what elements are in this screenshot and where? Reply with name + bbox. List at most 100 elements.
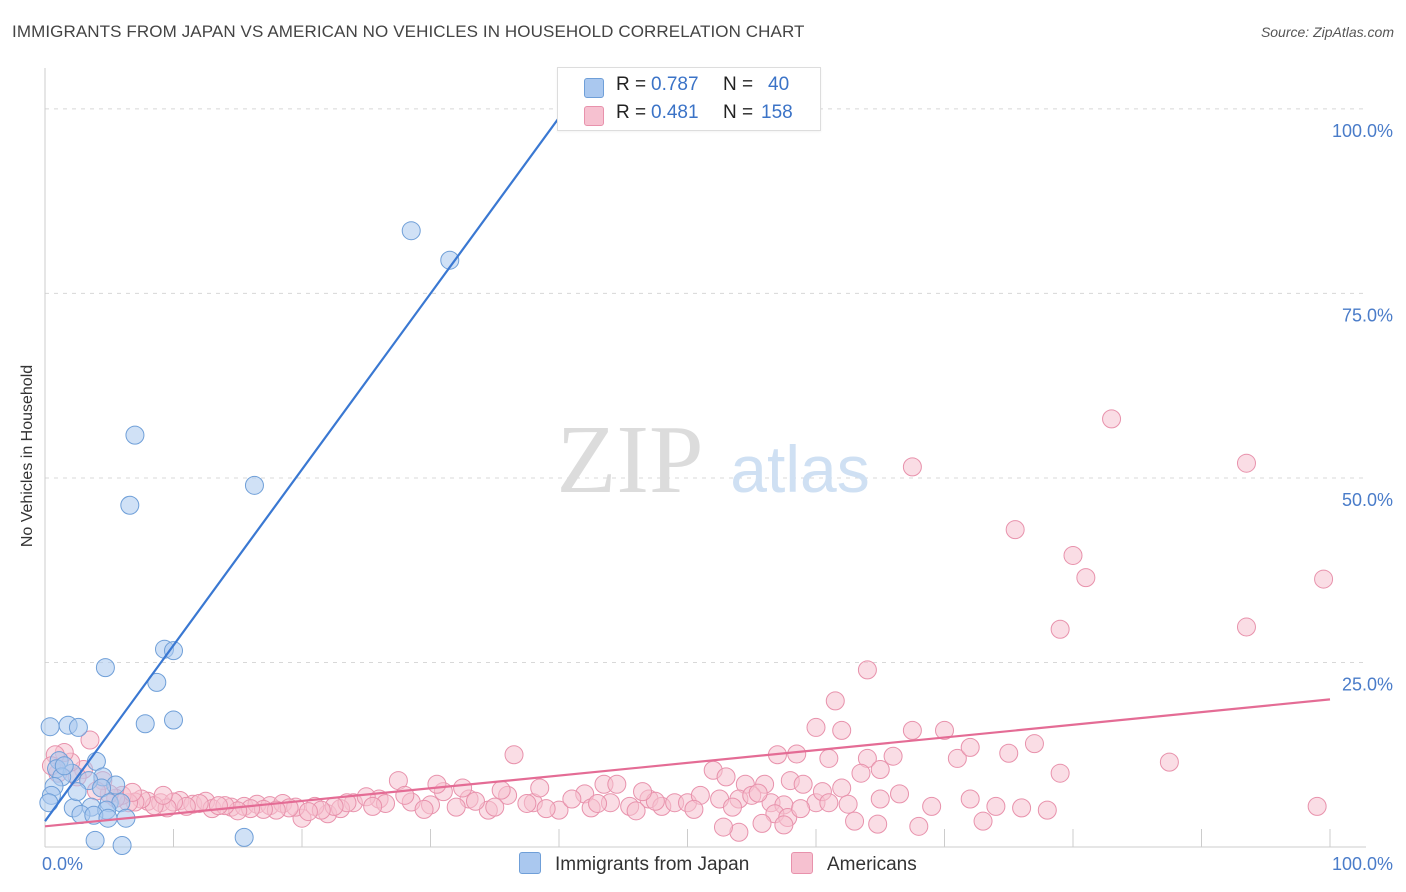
axes xyxy=(44,68,1366,848)
data-point xyxy=(825,691,845,711)
trend-lines xyxy=(44,108,1331,828)
data-point xyxy=(819,748,839,768)
legend-swatch-japan xyxy=(519,852,541,874)
data-point xyxy=(857,660,877,680)
data-point xyxy=(1102,409,1122,429)
n-value: 40 xyxy=(768,74,790,95)
r-value: 0.481 xyxy=(651,102,699,123)
r-label: R = xyxy=(616,102,647,123)
grid-lines xyxy=(45,108,1366,663)
data-point xyxy=(530,778,550,798)
data-point xyxy=(164,710,183,730)
trend-line-japan xyxy=(44,108,567,822)
data-point xyxy=(645,791,665,811)
data-point xyxy=(1236,453,1256,473)
data-point xyxy=(68,717,88,737)
data-point xyxy=(153,785,173,805)
data-point xyxy=(440,250,460,270)
data-point xyxy=(67,782,87,802)
data-point xyxy=(752,813,772,833)
data-point xyxy=(851,763,871,783)
legend-item-americans: Americans xyxy=(791,852,917,876)
stats-legend: R = 0.787 N = 40 R = 0.481 N = 158 xyxy=(557,67,821,131)
data-point xyxy=(453,778,473,798)
data-point xyxy=(517,793,537,813)
y-tick-label: 100.0% xyxy=(1332,121,1393,141)
data-point xyxy=(485,797,505,817)
data-point xyxy=(95,658,115,678)
data-point xyxy=(504,745,524,765)
data-point xyxy=(960,789,980,809)
r-label: R = xyxy=(616,74,647,95)
chart-title: IMMIGRANTS FROM JAPAN VS AMERICAN NO VEH… xyxy=(12,22,805,41)
watermark-atlas: atlas xyxy=(730,432,869,506)
data-point xyxy=(1314,569,1334,589)
x-tick-label: 100.0% xyxy=(1332,854,1393,874)
data-point xyxy=(401,221,421,241)
data-point xyxy=(870,760,890,779)
data-point xyxy=(787,744,807,764)
data-point xyxy=(935,720,954,740)
data-point xyxy=(1063,545,1083,565)
data-point xyxy=(427,774,447,794)
swatch-americans xyxy=(584,106,604,126)
data-point xyxy=(947,748,967,768)
data-point xyxy=(868,814,888,834)
x-tick-label: 0.0% xyxy=(42,854,83,874)
source-label: Source: ZipAtlas.com xyxy=(1260,24,1394,40)
data-point xyxy=(414,799,434,819)
data-point xyxy=(960,737,980,757)
data-point xyxy=(845,811,865,831)
n-label: N = xyxy=(723,102,754,123)
data-point xyxy=(1236,617,1256,637)
y-tick-label: 25.0% xyxy=(1342,674,1393,694)
data-point xyxy=(147,672,167,692)
data-point xyxy=(1076,568,1096,588)
data-point xyxy=(120,495,140,515)
legend-swatch-americans xyxy=(791,852,813,874)
data-point xyxy=(713,817,733,837)
data-point xyxy=(633,782,653,802)
data-point xyxy=(722,797,742,817)
data-point xyxy=(806,717,826,737)
data-point xyxy=(902,720,922,740)
data-point xyxy=(986,796,1006,816)
data-point xyxy=(774,815,794,835)
data-point xyxy=(80,730,100,750)
data-point xyxy=(491,780,511,800)
data-point xyxy=(902,457,922,477)
swatch-japan xyxy=(584,78,604,98)
data-point xyxy=(838,794,858,814)
data-point xyxy=(54,756,74,776)
data-point xyxy=(1159,752,1179,772)
data-point xyxy=(793,774,813,794)
data-point xyxy=(870,789,890,809)
data-point xyxy=(716,767,736,787)
data-point xyxy=(1012,798,1032,818)
data-point xyxy=(465,791,485,811)
data-point xyxy=(1024,734,1044,754)
data-point xyxy=(819,793,839,813)
data-point xyxy=(244,475,264,495)
data-point xyxy=(748,783,768,803)
data-point xyxy=(298,802,318,822)
data-point xyxy=(607,774,627,794)
r-value: 0.787 xyxy=(651,74,699,95)
data-point xyxy=(363,796,383,816)
data-point xyxy=(922,796,942,816)
data-point xyxy=(92,778,112,798)
data-point xyxy=(208,796,228,816)
legend-item-japan: Immigrants from Japan xyxy=(519,852,749,876)
data-point xyxy=(85,830,105,850)
data-point xyxy=(883,746,903,766)
data-point xyxy=(536,799,556,819)
data-point xyxy=(446,797,466,817)
trend-line-americans xyxy=(44,698,1331,828)
y-tick-label: 50.0% xyxy=(1342,490,1393,510)
watermark-zip: ZIP xyxy=(557,406,704,514)
data-point xyxy=(588,793,608,813)
data-point xyxy=(40,717,60,737)
data-point xyxy=(1050,619,1070,639)
tick-labels: 25.0% 50.0% 75.0% 100.0% 0.0% 100.0% xyxy=(42,121,1393,874)
